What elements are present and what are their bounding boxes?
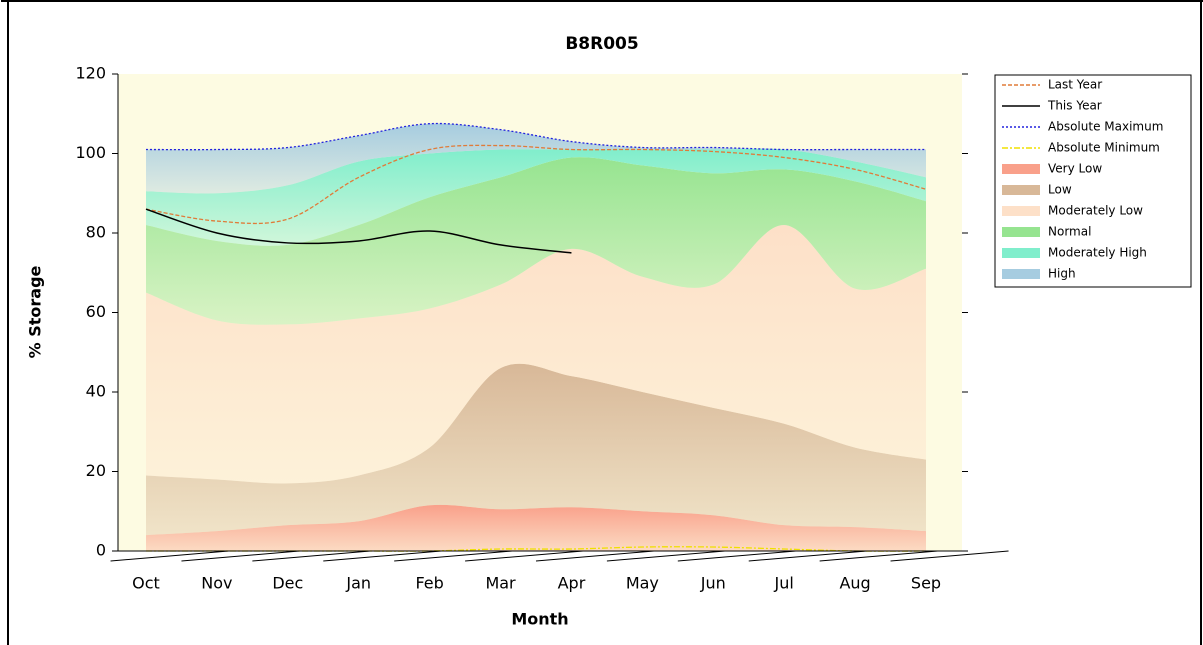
x-tick (181, 550, 300, 562)
x-tick (394, 550, 513, 562)
legend-label: Absolute Minimum (1048, 141, 1160, 155)
y-tick-label: 20 (86, 461, 106, 480)
x-tick (535, 550, 655, 562)
x-tick-label: Feb (415, 574, 443, 593)
legend-label: This Year (1047, 99, 1102, 113)
legend-swatch (1002, 164, 1040, 174)
area-band (146, 148, 926, 246)
legend-label: Moderately Low (1048, 204, 1143, 218)
x-tick (890, 550, 1009, 562)
x-tick (110, 550, 229, 562)
y-tick-label: 80 (86, 223, 106, 242)
x-tick (819, 550, 938, 562)
area-band (146, 504, 926, 551)
x-tick-label: Apr (558, 574, 586, 593)
y-tick-label: 100 (75, 143, 106, 162)
legend-swatch (1002, 248, 1040, 258)
legend-label: Absolute Maximum (1048, 120, 1163, 134)
legend-label: Moderately High (1048, 246, 1147, 260)
x-tick (252, 550, 371, 562)
y-tick-label: 120 (75, 64, 106, 83)
x-tick-label: Mar (485, 574, 516, 593)
x-tick-label: Aug (839, 574, 870, 593)
area-band (146, 123, 926, 194)
area-band (146, 157, 926, 325)
x-tick (606, 550, 725, 562)
legend-swatch (1002, 185, 1040, 195)
legend-label: High (1048, 267, 1076, 281)
x-tick-label: May (626, 574, 659, 593)
area-band (146, 363, 926, 536)
x-tick (323, 550, 442, 562)
legend-label: Very Low (1048, 162, 1102, 176)
x-tick-label: Jun (700, 574, 726, 593)
x-tick-label: Nov (201, 574, 232, 593)
y-tick-label: 0 (96, 541, 106, 560)
y-axis-label: % Storage (26, 265, 45, 358)
x-tick-label: Jul (774, 574, 794, 593)
legend-label: Normal (1048, 225, 1091, 239)
area-band (146, 225, 926, 484)
y-tick-label: 40 (86, 382, 106, 401)
line-series (145, 144, 927, 225)
x-tick-label: Sep (911, 574, 941, 593)
legend-label: Low (1048, 183, 1072, 197)
x-tick-label: Jan (345, 574, 371, 593)
legend-label: Last Year (1048, 78, 1102, 92)
x-tick (677, 550, 796, 562)
chart-title: B8R005 (565, 34, 638, 54)
x-axis-label: Month (511, 610, 568, 629)
y-tick-label: 60 (86, 302, 106, 321)
x-tick-label: Dec (272, 574, 303, 593)
legend-swatch (1002, 227, 1040, 237)
legend-swatch (1002, 206, 1040, 216)
line-series (145, 208, 572, 254)
x-tick-label: Oct (132, 574, 160, 593)
x-tick (465, 550, 584, 562)
line-series (145, 122, 926, 151)
x-tick (748, 550, 867, 562)
legend-swatch (1002, 269, 1040, 279)
